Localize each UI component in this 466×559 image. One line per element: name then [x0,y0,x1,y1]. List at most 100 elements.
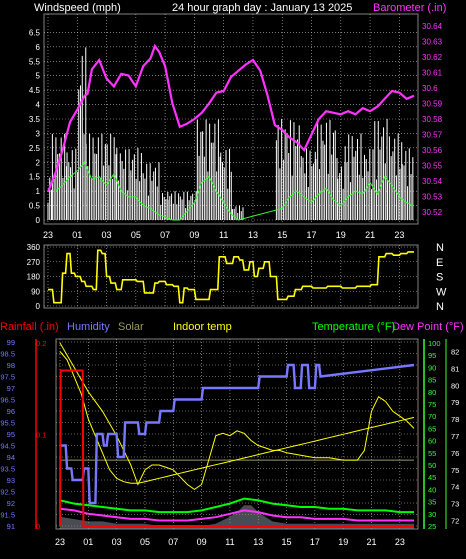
x-tick-label: 17 [307,230,317,240]
wind-barometer-panel: 0 0.5 1 1.5 2 2.5 3 3.5 4 4.5 5 5.5 6 6.5 30.52 30.53 3… [29,13,443,240]
barometer-tick-label: 30.56 [422,146,443,155]
x-tick-label: 15 [277,230,287,240]
x-tick-label: 09 [197,537,207,547]
x-tick-label: 01 [83,537,93,547]
direction-tick-label: 90 [31,287,40,296]
solar-tick-label: 40 [428,485,436,494]
temperature-tick-label: 78 [451,415,459,424]
humidity-tick-label: 97.5 [0,373,15,382]
humidity-tick-label: 98 [7,361,15,370]
x-tick-label: 21 [367,537,377,547]
solar-tick-label: 80 [428,388,436,397]
wind-tick-label: 0.5 [29,202,41,211]
humidity-tick-label: 93 [7,476,15,485]
wind-tick-label: 1 [36,187,41,196]
x-tick-label: 19 [338,537,348,547]
x-tick-label: 05 [140,537,150,547]
x-tick-label: 03 [112,537,122,547]
temperature-tick-label: 75 [451,466,459,475]
rain-tick-label: 0.2 [36,339,46,348]
barometer-tick-label: 30.57 [422,131,443,140]
wind-tick-label: 1.5 [29,173,41,182]
solar-line [59,342,415,491]
direction-tick-label: 360 [27,243,41,252]
temperature-line [59,497,414,514]
barometer-axis-label: Barometer (.in) [373,2,446,14]
wind-direction-line [48,249,414,304]
legend-humidity: Humidity [67,321,110,333]
compass-label: S [436,272,443,284]
humidity-tick-label: 95 [7,430,15,439]
x-tick-label: 23 [55,537,65,547]
x-tick-label: 17 [310,537,320,547]
x-tick-label: 09 [189,230,199,240]
direction-tick-label: 180 [27,273,41,282]
solar-tick-label: 45 [428,473,436,482]
barometer-tick-label: 30.54 [422,177,443,186]
wind-tick-label: 3 [36,129,41,138]
temperature-tick-label: 82 [451,347,459,356]
solar-tick-label: 100 [428,339,441,348]
compass-label: E [436,257,443,269]
wind-tick-label: 2 [36,158,41,167]
solar-tick-label: 85 [428,376,436,385]
barometer-tick-label: 30.61 [422,68,443,77]
x-tick-label: 11 [219,230,228,240]
barometer-tick-label: 30.52 [422,208,443,217]
solar-tick-label: 60 [428,437,436,446]
rain-tick-label: 0.1 [36,431,46,440]
humidity-tick-label: 91 [7,522,15,531]
barometer-tick-label: 30.63 [422,37,443,46]
x-tick-label: 11 [225,537,234,547]
temperature-tick-label: 72 [451,517,459,526]
barometer-tick-label: 30.53 [422,193,443,202]
temperature-tick-label: 79 [451,398,459,407]
x-tick-label: 23 [395,537,405,547]
humidity-band [60,505,414,529]
x-tick-label: 03 [102,230,112,240]
solar-tick-label: 25 [428,522,436,531]
x-tick-label: 13 [248,230,258,240]
temperature-tick-label: 73 [451,500,459,509]
humidity-tick-label: 92.5 [0,488,15,497]
x-tick-label: 07 [168,537,178,547]
temperature-tick-label: 81 [451,364,459,373]
barometer-tick-label: 30.59 [422,99,443,108]
temperature-tick-label: 80 [451,381,459,390]
legend: Rainfall (.in) Humidity Solar Indoor tem… [0,321,464,333]
solar-tick-label: 90 [428,363,436,372]
barometer-tick-label: 30.64 [422,22,443,31]
wind-tick-label: 2.5 [29,144,41,153]
solar-tick-label: 70 [428,412,436,421]
legend-rainfall: Rainfall (.in) [0,321,59,333]
solar-tick-label: 65 [428,424,436,433]
legend-temperature: Temperature (°F) [312,321,395,333]
x-tick-label: 07 [160,230,170,240]
humidity-tick-label: 98.5 [0,350,15,359]
legend-dew-point: Dew Point (°F) [392,321,464,333]
humidity-tick-label: 96 [7,407,15,416]
humidity-tick-label: 99 [7,338,15,347]
humidity-tick-label: 92 [7,499,15,508]
solar-tick-label: 30 [428,510,436,519]
wind-tick-label: 5.5 [29,57,41,66]
direction-tick-label: 0 [36,302,41,311]
barometer-line [46,43,415,193]
indoor-temp-line [59,351,415,484]
x-tick-label: 15 [282,537,292,547]
compass-label: N [436,301,444,313]
wind-tick-label: 3.5 [29,115,41,124]
wind-tick-label: 5 [36,72,41,81]
x-tick-label: 23 [394,230,404,240]
humidity-tick-label: 97 [7,384,15,393]
humidity-tick-label: 96.5 [0,396,15,405]
wind-tick-label: 0 [36,216,41,225]
wind-tick-label: 4.5 [29,86,41,95]
humidity-tick-label: 94.5 [0,442,15,451]
x-tick-label: 23 [43,230,53,240]
humidity-tick-label: 94 [7,453,15,462]
temperature-tick-label: 77 [451,432,459,441]
